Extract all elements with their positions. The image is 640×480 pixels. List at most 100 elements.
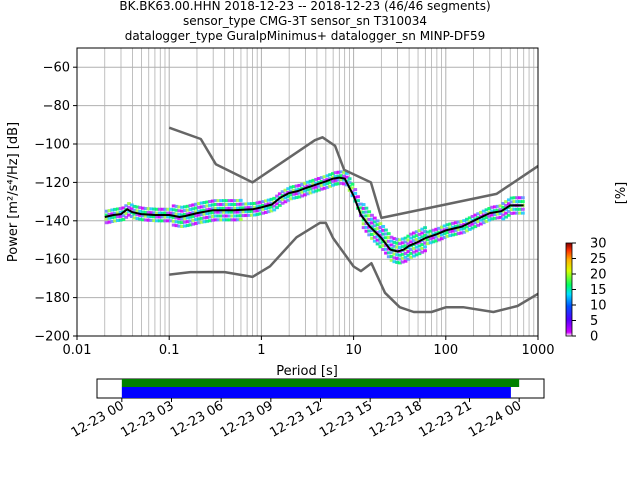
psd-histogram-cell <box>333 171 338 175</box>
psd-histogram-cell <box>370 213 374 217</box>
psd-histogram-cell <box>261 200 265 204</box>
psd-histogram-cell <box>261 203 265 207</box>
psd-histogram-cell <box>389 239 394 243</box>
psd-histogram-cell <box>403 248 408 252</box>
psd-histogram-cell <box>227 210 232 214</box>
psd-histogram-cell <box>492 216 497 220</box>
psd-histogram-cell <box>325 174 330 178</box>
psd-histogram-cell <box>403 244 408 248</box>
psd-histogram-cell <box>258 212 263 216</box>
psd-histogram-cell <box>400 241 405 245</box>
psd-histogram-cell <box>171 212 176 216</box>
colorbar-tick-label: 0 <box>590 330 598 345</box>
timeline-tick-label: 12-23 00 <box>69 398 127 440</box>
psd-histogram-cell <box>300 186 305 190</box>
psd-histogram-cell <box>409 236 413 240</box>
psd-histogram-cell <box>294 188 299 192</box>
psd-histogram-cell <box>361 226 366 230</box>
psd-histogram-cell <box>361 210 366 214</box>
x-tick-label: 100 <box>433 343 458 358</box>
psd-histogram-cell <box>135 217 140 221</box>
psd-histogram-cell <box>224 210 229 214</box>
psd-histogram-cell <box>143 214 148 218</box>
mean-psd-line <box>104 176 524 253</box>
psd-histogram-cell <box>199 213 204 217</box>
psd-histogram-cell <box>188 223 193 227</box>
psd-histogram-cell <box>428 233 433 237</box>
colorbar-tick-label: 15 <box>590 283 607 298</box>
psd-histogram-cell <box>400 245 405 249</box>
psd-histogram-cell <box>361 206 366 210</box>
psd-histogram-cell <box>121 217 126 221</box>
psd-histogram-cell <box>277 203 282 207</box>
psd-histogram-cell <box>322 182 327 186</box>
psd-histogram-cell <box>506 209 511 213</box>
chart-title-line-1: BK.BK63.00.HHN 2018-12-23 -- 2018-12-23 … <box>119 0 490 13</box>
psd-histogram-cell <box>347 181 352 185</box>
psd-histogram-cell <box>367 217 372 221</box>
psd-histogram-cell <box>442 232 447 236</box>
psd-histogram-cell <box>244 213 249 217</box>
psd-histogram-cell <box>202 208 207 212</box>
series-lines <box>104 126 538 314</box>
psd-histogram-cell <box>168 219 173 223</box>
psd-histogram-cell <box>113 211 117 215</box>
psd-histogram-cell <box>177 216 182 220</box>
timeline-tick-label: 12-23 03 <box>118 398 176 440</box>
psd-histogram-cell <box>322 175 327 179</box>
psd-histogram-cell <box>138 206 143 210</box>
psd-histogram-cell <box>110 212 115 216</box>
psd-histogram-cell <box>437 238 441 242</box>
psd-histogram-cell <box>205 200 210 204</box>
psd-histogram-cell <box>445 223 450 227</box>
psd-histogram-cell <box>322 186 327 190</box>
psd-histogram-cell <box>403 255 408 259</box>
psd-histogram-cell <box>386 235 391 239</box>
psd-histogram-cell <box>213 206 218 210</box>
psd-histogram-cell <box>417 244 422 248</box>
psd-histogram-cell <box>210 211 215 215</box>
psd-histogram-cell <box>118 210 123 214</box>
psd-histogram-cell <box>219 214 224 218</box>
psd-histogram-cell <box>395 237 400 241</box>
psd-histogram-cell <box>216 202 221 206</box>
psd-histogram-cell <box>196 202 201 206</box>
timeline-bars <box>121 379 520 398</box>
psd-histogram-cell <box>143 206 148 210</box>
psd-histogram-cell <box>330 179 335 183</box>
psd-histogram-cell <box>490 205 494 209</box>
psd-histogram-cell <box>269 205 274 209</box>
psd-histogram-cell <box>328 184 332 188</box>
psd-histogram-cell <box>406 257 411 261</box>
psd-histogram-cell <box>258 204 263 208</box>
psd-histogram-cell <box>127 213 131 217</box>
psd-histogram-cell <box>325 182 330 186</box>
psd-histogram-cell <box>157 215 162 219</box>
psd-histogram-cell <box>233 214 238 218</box>
psd-segments-bar <box>121 387 511 398</box>
psd-histogram-cell <box>375 219 380 223</box>
psd-histogram-cell <box>152 207 157 211</box>
psd-histogram-cell <box>182 220 187 224</box>
psd-histogram-cell <box>244 210 249 214</box>
psd-histogram-cell <box>350 182 355 186</box>
psd-histogram-cell <box>406 242 411 246</box>
psd-histogram-cell <box>188 211 193 215</box>
psd-histogram-cell <box>174 204 179 208</box>
psd-histogram-cell <box>160 211 165 215</box>
psd-histogram-cell <box>222 218 226 222</box>
psd-histogram-cell <box>247 202 251 206</box>
psd-histogram-cell <box>456 224 461 228</box>
psd-histogram-cell <box>389 235 394 239</box>
psd-histogram-cell <box>445 234 450 238</box>
psd-histogram-cell <box>275 206 279 210</box>
psd-histogram-cell <box>138 209 143 213</box>
psd-histogram-cell <box>378 245 383 249</box>
psd-histogram-cell <box>185 204 190 208</box>
psd-histogram-cell <box>342 182 346 186</box>
psd-histogram-cell <box>467 224 472 228</box>
psd-histogram-cell <box>364 214 369 218</box>
psd-histogram-cell <box>132 204 137 208</box>
psd-histogram-cell <box>303 189 307 193</box>
psd-histogram-cell <box>208 207 212 211</box>
